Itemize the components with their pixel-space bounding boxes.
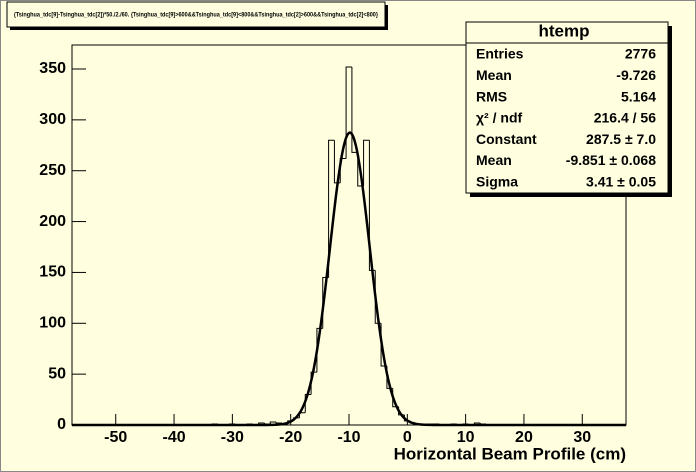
- stats-label: Mean: [476, 67, 512, 83]
- stats-label: Sigma: [476, 174, 518, 190]
- x-tick-label: 0: [403, 429, 412, 446]
- histogram-bin: [328, 139, 335, 278]
- stats-value: 5.164: [621, 88, 656, 104]
- y-tick-label: 50: [48, 365, 66, 382]
- y-tick-label: 0: [57, 416, 66, 433]
- histogram-bin: [269, 421, 277, 424]
- stats-value: 287.5 ± 7.0: [586, 131, 656, 147]
- y-tick-label: 150: [39, 264, 66, 281]
- histogram-bin: [345, 66, 352, 159]
- x-tick-label: -20: [279, 429, 302, 446]
- x-tick-label: -10: [337, 429, 360, 446]
- y-tick-label: 350: [39, 60, 66, 77]
- y-tick-label: 250: [39, 162, 66, 179]
- stats-label: Entries: [476, 46, 524, 62]
- stats-value: 2776: [625, 46, 656, 62]
- histogram-bin: [304, 393, 312, 413]
- histogram-bin: [310, 371, 317, 395]
- x-tick-label: 30: [573, 429, 591, 446]
- x-tick-label: -40: [162, 429, 185, 446]
- fit-curve: [72, 131, 626, 427]
- stats-value: -9.726: [616, 67, 656, 83]
- stats-value: 216.4 / 56: [594, 110, 656, 126]
- stats-value: -9.851 ± 0.068: [566, 152, 656, 168]
- y-tick-label: 200: [39, 213, 66, 230]
- x-tick-label: 10: [457, 429, 475, 446]
- x-tick-label: -30: [221, 429, 244, 446]
- title-box: [6, 1, 386, 28]
- histogram-bin: [351, 66, 358, 153]
- stats-label: Mean: [476, 152, 512, 168]
- stats-box: htemp Entries 2776 Mean -9.726 RMS 5.164 χ² / …: [465, 21, 672, 197]
- x-axis-label: Horizontal Beam Profile (cm): [394, 444, 626, 463]
- x-tick-label: -50: [104, 429, 127, 446]
- x-tick-label: 20: [515, 429, 533, 446]
- histogram-bin: [275, 421, 282, 424]
- stats-label: χ² / ndf: [476, 110, 522, 126]
- y-tick-label: 100: [39, 315, 66, 332]
- chart-title: (Tsinghua_tdc[9]-Tsinghua_tdc[2])*50./2.…: [14, 12, 378, 19]
- stats-label: Constant: [476, 131, 537, 147]
- histogram-bin: [363, 139, 370, 186]
- y-tick-label: 300: [39, 111, 66, 128]
- stats-panel: [465, 21, 669, 194]
- stats-title: htemp: [539, 21, 590, 40]
- stats-value: 3.41 ± 0.05: [586, 174, 656, 190]
- stats-label: RMS: [476, 88, 507, 104]
